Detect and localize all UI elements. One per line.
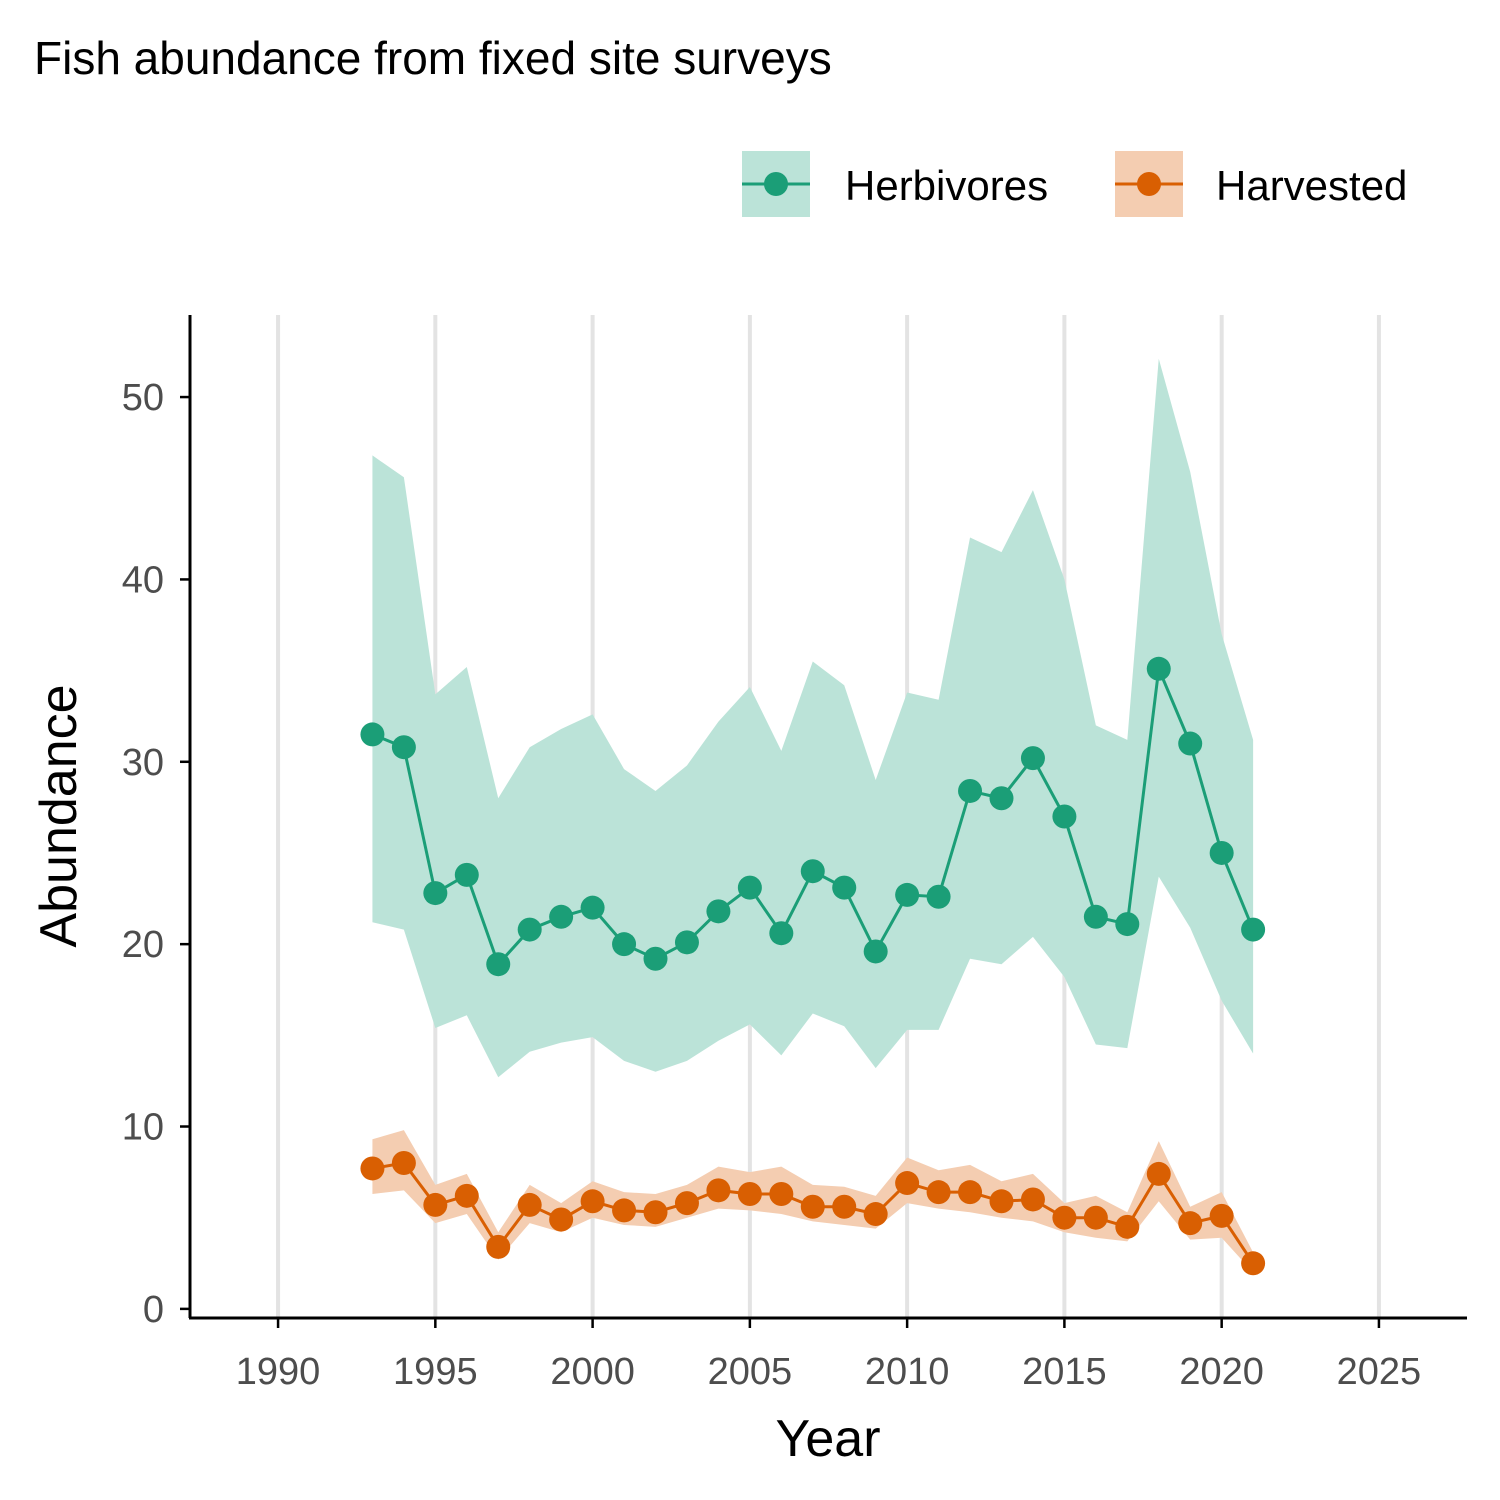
herbivores-point-2009 [863,939,888,964]
legend-item-harvested: Harvested [1115,151,1407,217]
harvested-point-2003 [674,1191,699,1216]
herbivores-point-2011 [926,884,951,909]
harvested-point-2007 [800,1194,825,1219]
herbivores-point-2020 [1209,840,1234,865]
harvested-point-1998 [517,1192,542,1217]
herbivores-point-1996 [454,862,479,887]
series-points [360,656,1266,1276]
herbivores-point-2006 [769,921,794,946]
herbivores-point-2017 [1115,912,1140,937]
harvested-point-2012 [958,1180,983,1205]
y-tick-label-50: 50 [122,377,164,419]
harvested-point-1995 [423,1192,448,1217]
harvested-point-2015 [1052,1205,1077,1230]
herbivores-point-2021 [1241,917,1266,942]
harvested-point-2019 [1178,1211,1203,1236]
harvested-point-1994 [391,1150,416,1175]
x-tick-label-2000: 2000 [550,1351,635,1393]
x-tick-label-1995: 1995 [393,1351,478,1393]
herbivores-point-1997 [486,952,511,977]
harvested-point-2005 [737,1181,762,1206]
confidence-bands [372,358,1254,1273]
harvested-point-1999 [549,1207,574,1232]
harvested-point-2001 [612,1198,637,1223]
y-tick-label-40: 40 [122,559,164,601]
x-tick-label-1990: 1990 [236,1351,321,1393]
legend: Herbivores Harvested [742,151,1407,217]
herbivores-point-2005 [737,875,762,900]
y-axis-title: Abundance [30,684,88,947]
herbivores-point-2007 [800,859,825,884]
herbivores-point-2001 [612,932,637,957]
harvested-point-2006 [769,1181,794,1206]
harvested-point-2017 [1115,1214,1140,1239]
y-tick-label-30: 30 [122,742,164,784]
harvested-point-2009 [863,1202,888,1227]
herbivores-point-2018 [1146,656,1171,681]
x-tick-label-2005: 2005 [708,1351,793,1393]
herbivores-point-1993 [360,722,385,747]
harvested-point-1993 [360,1156,385,1181]
harvested-point-2004 [706,1178,731,1203]
herbivores-point-2019 [1178,731,1203,756]
harvested-point-1997 [486,1234,511,1259]
herbivores-point-2003 [674,930,699,955]
harvested-point-1996 [454,1183,479,1208]
herbivores-point-2004 [706,899,731,924]
herbivores-point-2013 [989,786,1014,811]
x-tick-label-2010: 2010 [865,1351,950,1393]
x-axis-title: Year [775,1410,880,1468]
legend-item-herbivores: Herbivores [742,151,1048,217]
harvested-point-2021 [1241,1251,1266,1276]
y-tick-label-0: 0 [143,1289,164,1331]
x-tick-label-2015: 2015 [1022,1351,1107,1393]
harvested-point-2018 [1146,1161,1171,1186]
herbivores-point-1998 [517,917,542,942]
legend-key-point-herbivores [764,172,788,196]
harvested-point-2013 [989,1189,1014,1214]
harvested-point-2010 [895,1171,920,1196]
axes [188,315,1467,1320]
legend-key-point-harvested [1137,172,1161,196]
herbivores-point-2014 [1020,746,1045,771]
x-tick-label-2020: 2020 [1179,1351,1264,1393]
herbivores-point-2012 [958,778,983,803]
harvested-point-2011 [926,1180,951,1205]
legend-label-herbivores: Herbivores [845,162,1048,209]
chart-title: Fish abundance from fixed site surveys [34,32,832,84]
x-axis-ticks: 1990 1995 2000 2005 2010 2015 2020 2025 [236,1318,1421,1393]
harvested-point-2008 [832,1194,857,1219]
harvested-point-2002 [643,1200,668,1225]
herbivores-point-2002 [643,946,668,971]
herbivores-point-2016 [1083,904,1108,929]
y-tick-label-10: 10 [122,1107,164,1149]
herbivores-point-2010 [895,882,920,907]
herbivores-point-1995 [423,881,448,906]
herbivores-point-2008 [832,875,857,900]
harvested-point-2016 [1083,1205,1108,1230]
herbivores-point-2000 [580,895,605,920]
herbivores-point-1994 [391,735,416,760]
legend-label-harvested: Harvested [1216,162,1407,209]
herbivores-point-2015 [1052,804,1077,829]
herbivores-point-1999 [549,904,574,929]
y-tick-label-20: 20 [122,924,164,966]
harvested-point-2020 [1209,1203,1234,1228]
harvested-point-2014 [1020,1187,1045,1212]
harvested-point-2000 [580,1189,605,1214]
y-axis-ticks: 0 10 20 30 40 50 [122,377,190,1331]
x-tick-label-2025: 2025 [1337,1351,1422,1393]
